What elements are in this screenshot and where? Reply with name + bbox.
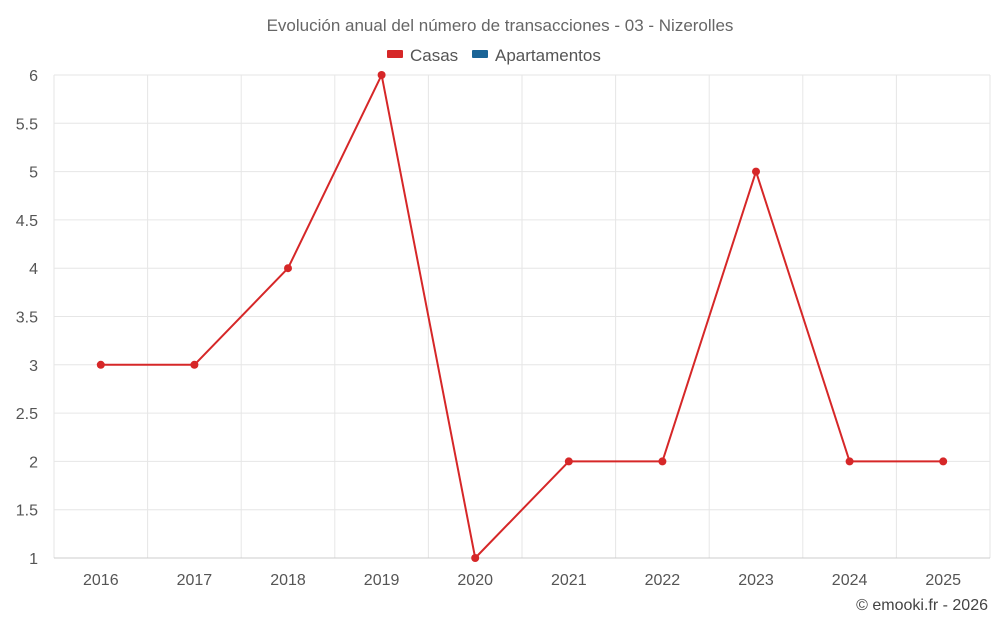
y-tick-label: 3 — [29, 358, 38, 375]
y-tick-label: 5 — [29, 165, 38, 182]
credit-text: © emooki.fr - 2026 — [856, 597, 988, 614]
legend-swatch-casas — [387, 50, 403, 58]
x-tick-label: 2020 — [457, 572, 493, 589]
chart-title: Evolución anual del número de transaccio… — [267, 16, 734, 35]
y-tick-label: 4.5 — [16, 213, 38, 230]
data-point-2020[interactable] — [471, 554, 480, 562]
legend-item-apartamentos[interactable]: Apartamentos — [472, 46, 601, 65]
data-point-2024[interactable] — [845, 457, 854, 466]
data-point-2021[interactable] — [564, 457, 573, 466]
y-tick-label: 6 — [29, 68, 38, 85]
y-tick-label: 5.5 — [16, 116, 38, 133]
legend-label-casas: Casas — [410, 46, 458, 65]
x-tick-label: 2021 — [551, 572, 587, 589]
data-point-2018[interactable] — [284, 264, 292, 273]
y-tick-label: 2 — [29, 454, 38, 471]
x-tick-label: 2018 — [270, 572, 306, 589]
y-tick-label: 1.5 — [16, 503, 38, 520]
x-tick-label: 2016 — [83, 572, 119, 589]
data-point-2025[interactable] — [939, 457, 948, 466]
legend-label-apartamentos: Apartamentos — [495, 46, 601, 65]
data-point-2022[interactable] — [658, 457, 667, 466]
x-tick-label: 2024 — [832, 572, 868, 589]
y-tick-label: 3.5 — [16, 310, 38, 327]
legend: Casas Apartamentos — [387, 46, 601, 65]
legend-item-casas[interactable]: Casas — [387, 46, 458, 65]
y-tick-label: 1 — [29, 551, 38, 568]
x-tick-label: 2019 — [364, 572, 400, 589]
series-line-casas — [100, 74, 944, 559]
y-tick-label: 4 — [29, 261, 38, 278]
data-point-2019[interactable] — [377, 71, 386, 79]
data-point-2017[interactable] — [190, 360, 199, 369]
x-tick-label: 2017 — [177, 572, 213, 589]
data-point-2023[interactable] — [752, 167, 760, 176]
data-point-2016[interactable] — [96, 360, 105, 369]
x-tick-label: 2023 — [738, 572, 774, 589]
series-layer — [96, 71, 948, 562]
x-tick-label: 2022 — [645, 572, 681, 589]
axes: 1 1.5 2 2.5 3 3.5 4 4.5 5 5.5 6 2016 2017 2018 2019 202… — [16, 68, 990, 589]
y-tick-label: 2.5 — [16, 406, 38, 423]
legend-swatch-apartamentos — [472, 50, 488, 58]
grid — [53, 74, 991, 559]
x-tick-label: 2025 — [925, 572, 961, 589]
